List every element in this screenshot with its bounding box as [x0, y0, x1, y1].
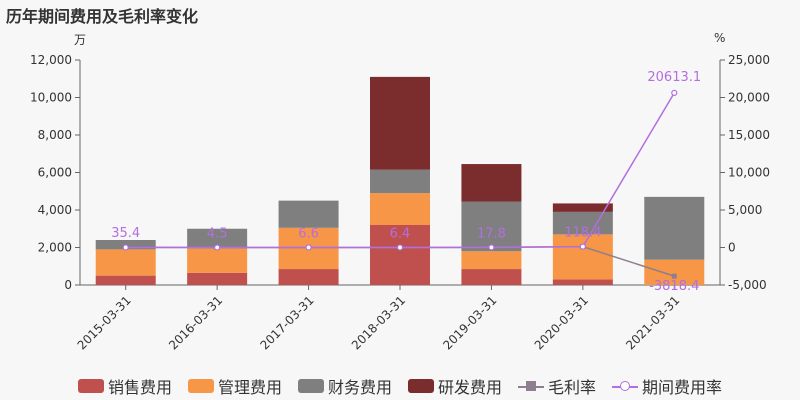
x-axis-tick-label: 2016-03-31: [166, 293, 225, 352]
legend-label-gross-margin: 毛利率: [548, 378, 597, 397]
x-axis-tick-label: 2019-03-31: [440, 293, 499, 352]
bar-finance: [278, 200, 339, 228]
bar-rd: [370, 76, 430, 170]
point-gross-margin: [671, 273, 677, 279]
chart-title: 历年期间费用及毛利率变化: [6, 7, 199, 26]
bar-finance: [370, 169, 430, 194]
left-axis-unit: 万: [74, 33, 87, 47]
legend-swatch-rd: [408, 379, 434, 393]
legend-swatch-admin: [187, 379, 214, 393]
right-axis-tick-label: 15,000: [728, 128, 770, 142]
legend-swatch-sales: [77, 379, 104, 393]
legend-item-sales[interactable]: 销售费用: [77, 374, 172, 398]
legend-item-finance[interactable]: 财务费用: [297, 374, 392, 398]
x-axis-tick-label: 2021-03-31: [623, 293, 682, 352]
bar-sales: [552, 279, 613, 285]
x-axis-tick-label: 2017-03-31: [257, 293, 316, 352]
data-label-1: 4.5: [207, 226, 228, 241]
bar-sales: [278, 269, 339, 285]
bar-admin: [552, 234, 613, 280]
right-axis-unit: %: [714, 31, 726, 45]
left-axis-tick-label: 0: [64, 278, 72, 292]
point-period-rate: [671, 89, 678, 97]
data-label-5: 118.4: [564, 226, 601, 241]
bar-admin: [370, 193, 430, 225]
legend-item-period-rate[interactable]: 期间费用率: [612, 374, 722, 398]
point-period-rate: [579, 243, 586, 250]
bar-finance: [644, 196, 705, 260]
legend-swatch-period-rate: [612, 379, 639, 393]
data-label-2: 6.6: [298, 226, 319, 241]
bar-finance: [461, 201, 522, 252]
right-axis-tick-label: 0: [728, 241, 736, 255]
bar-finance: [552, 211, 613, 235]
legend-swatch-finance: [297, 379, 324, 393]
bar-admin: [461, 251, 522, 270]
point-period-rate: [214, 244, 221, 251]
left-axis-tick-label: 12,000: [30, 53, 72, 67]
legend-label-admin: 管理费用: [217, 378, 282, 397]
bar-admin: [187, 248, 248, 273]
chart-canvas: 0 2,000 4,000 6,000 8,000 10,000 12,000 -5,000 0…: [30, 53, 770, 352]
bar-admin: [644, 259, 705, 285]
legend-label-rd: 研发费用: [438, 378, 503, 397]
legend-item-admin[interactable]: 管理费用: [187, 374, 282, 398]
legend-item-gross-margin[interactable]: 毛利率: [518, 374, 596, 398]
bar-sales: [187, 272, 248, 285]
x-axis-tick-label: 2015-03-31: [75, 293, 134, 352]
bar-rd: [461, 164, 522, 202]
bar-sales: [370, 225, 430, 285]
legend-label-finance: 财务费用: [327, 378, 392, 397]
bar-finance: [187, 228, 248, 249]
data-label-6: -3818.4: [649, 279, 699, 294]
left-axis-tick-label: 4,000: [38, 203, 72, 217]
data-label-0: 35.4: [111, 226, 140, 241]
legend: 销售费用 管理费用 财务费用 研发费用 毛利率 期间费用率: [0, 374, 800, 398]
bar-sales: [95, 275, 156, 285]
data-label-4: 17.8: [477, 226, 506, 241]
x-axis-tick-label: 2020-03-31: [532, 293, 591, 352]
left-axis-tick-label: 2,000: [38, 241, 72, 255]
x-axis-tick-label: 2018-03-31: [349, 293, 408, 352]
point-period-rate: [305, 244, 312, 251]
legend-item-rd[interactable]: 研发费用: [408, 374, 502, 398]
point-period-rate: [488, 244, 495, 251]
data-label-7: 20613.1: [647, 70, 701, 85]
point-period-rate: [396, 244, 404, 251]
data-label-3: 6.4: [390, 226, 411, 241]
right-axis-tick-label: 10,000: [728, 166, 770, 180]
left-axis-tick-label: 10,000: [30, 91, 72, 105]
bar-admin: [95, 249, 156, 276]
left-axis-tick-label: 8,000: [38, 128, 72, 142]
right-axis-tick-label: 20,000: [728, 91, 770, 105]
left-axis-tick-label: 6,000: [38, 166, 72, 180]
legend-label-period-rate: 期间费用率: [642, 378, 723, 397]
legend-label-sales: 销售费用: [107, 378, 172, 397]
right-axis-tick-label: 25,000: [728, 53, 770, 67]
right-axis-tick-label: 5,000: [728, 203, 762, 217]
legend-swatch-gross-margin: [518, 379, 545, 393]
bar-sales: [461, 269, 522, 285]
right-axis-tick-label: -5,000: [728, 278, 767, 292]
bar-rd: [552, 203, 613, 212]
point-period-rate: [122, 244, 129, 251]
